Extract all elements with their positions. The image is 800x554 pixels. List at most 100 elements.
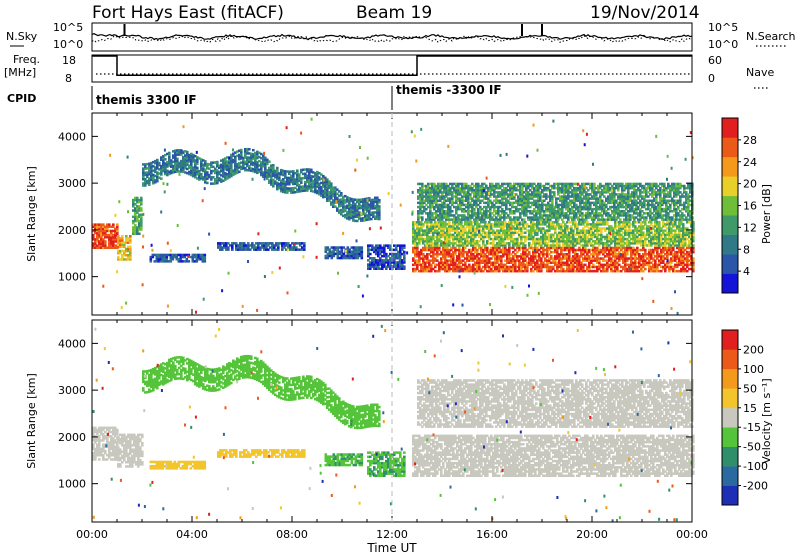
heatmap-cell [634, 261, 637, 264]
heatmap-cell [368, 197, 371, 200]
heatmap-cell [482, 242, 485, 245]
heatmap-cell [488, 261, 491, 264]
heatmap-cell [668, 267, 671, 271]
heatmap-cell [132, 215, 135, 219]
heatmap-cell [178, 149, 181, 152]
heatmap-cell [121, 239, 124, 242]
heatmap-cell [524, 248, 527, 252]
heatmap-cell [243, 246, 246, 249]
heatmap-cell [228, 176, 231, 179]
heatmap-cell [692, 269, 695, 273]
heatmap-cell [332, 250, 336, 253]
heatmap-cell [526, 261, 529, 264]
heatmap-cell [650, 257, 653, 260]
heatmap-cell [472, 233, 475, 237]
heatmap-cell [430, 267, 433, 271]
heatmap-cell [108, 229, 111, 233]
heatmap-cell [412, 223, 415, 226]
heatmap-cell [161, 258, 165, 261]
heatmap-cell [496, 248, 499, 252]
heatmap-cell [123, 243, 126, 246]
heatmap-cell [422, 255, 425, 258]
heatmap-cell [265, 242, 268, 245]
heatmap-cell [444, 221, 447, 224]
heatmap-cell [654, 248, 657, 252]
heatmap-cell [450, 246, 453, 250]
heatmap-cell [618, 269, 621, 273]
heatmap-cell [350, 199, 353, 203]
heatmap-cell [460, 242, 463, 245]
heatmap-cell [270, 177, 273, 180]
heatmap-cell [265, 244, 268, 247]
heatmap-cell [376, 202, 379, 206]
heatmap-cell [416, 231, 419, 234]
heatmap-cell [96, 240, 99, 243]
heatmap-cell [262, 156, 265, 160]
heatmap-cell [640, 259, 643, 262]
heatmap-cell [234, 168, 237, 171]
heatmap-cell [397, 252, 400, 256]
heatmap-cell [450, 233, 453, 237]
heatmap-cell [512, 231, 515, 234]
heatmap-cell [206, 177, 209, 180]
heatmap-cell [320, 192, 323, 195]
heatmap-cell [470, 227, 473, 230]
heatmap-cell [381, 246, 384, 249]
heatmap-cell [484, 261, 487, 264]
heatmap-cell [492, 253, 495, 256]
heatmap-cell [438, 227, 441, 230]
heatmap-cell [199, 258, 203, 261]
heatmap-cell [306, 168, 309, 171]
heatmap-cell [96, 246, 99, 249]
heatmap-cell [422, 263, 425, 267]
heatmap-cell [165, 260, 169, 263]
heatmap-cell [277, 248, 280, 251]
heatmap-cell [498, 263, 501, 267]
heatmap-cell [229, 244, 232, 247]
heatmap-cell [127, 254, 130, 257]
heatmap-cell [580, 261, 583, 264]
heatmap-cell [550, 269, 553, 273]
heatmap-cell [636, 267, 639, 271]
heatmap-cell [510, 253, 513, 256]
heatmap-cell [508, 229, 511, 232]
heatmap-cell [186, 157, 189, 160]
heatmap-cell [146, 179, 149, 183]
heatmap-cell [522, 261, 525, 264]
heatmap-cell [288, 176, 291, 180]
heatmap-cell [412, 229, 415, 232]
heatmap-cell [460, 227, 463, 230]
heatmap-cell [267, 248, 270, 251]
heatmap-cell [474, 244, 477, 247]
heatmap-cell [622, 265, 625, 269]
heatmap-cell [136, 228, 139, 231]
heatmap-cell [606, 259, 609, 262]
heatmap-cell [254, 164, 257, 167]
heatmap-cell [502, 231, 505, 234]
heatmap-cell [416, 250, 419, 254]
heatmap-cell [332, 188, 335, 192]
heatmap-cell [494, 250, 497, 254]
heatmap-cell [412, 267, 415, 271]
heatmap-cell [372, 198, 375, 202]
heatmap-cell [426, 261, 429, 264]
heatmap-cell [436, 269, 439, 273]
heatmap-cell [424, 237, 427, 241]
heatmap-cell [624, 246, 627, 250]
heatmap-cell [354, 252, 358, 256]
heatmap-cell [618, 246, 621, 250]
heatmap-cell [538, 265, 541, 269]
heatmap-cell [144, 165, 147, 168]
heatmap-cell [416, 225, 419, 228]
heatmap-cell [466, 265, 469, 269]
heatmap-cell [228, 165, 231, 168]
heatmap-cell [628, 246, 631, 250]
heatmap-cell [273, 244, 276, 247]
heatmap-cell [129, 247, 132, 251]
heatmap-cell [674, 265, 677, 269]
heatmap-cell [172, 156, 175, 159]
heatmap-cell [612, 265, 615, 269]
heatmap-cell [534, 255, 537, 258]
heatmap-cell [442, 253, 445, 256]
heatmap-cell [462, 250, 465, 254]
